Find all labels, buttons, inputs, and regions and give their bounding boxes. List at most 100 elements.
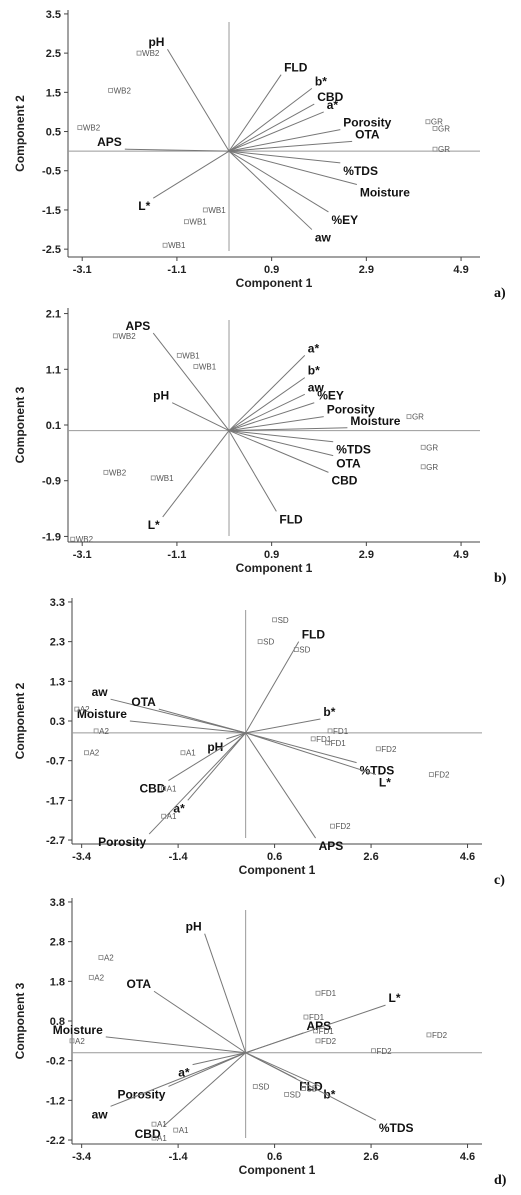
- biplot-panel-c: -3.4 -1.4 0.6 2.6 4.6 3.3 2.3 1.3 0.3 -0.7 -1.7 -2.…: [13, 597, 505, 888]
- y-tick-label: -2.2: [46, 1135, 65, 1147]
- biplot-panel-d: -3.4 -1.4 0.6 2.6 4.6 3.8 2.8 1.8 0.8 -0.2 -1.2 -2.…: [13, 897, 507, 1188]
- y-tick-label: -0.7: [46, 756, 65, 768]
- observation-point: [93, 728, 99, 734]
- vector-label: a*: [327, 98, 339, 112]
- loading-vector: [228, 430, 277, 512]
- observation-point: [193, 364, 199, 369]
- observation-label: GR: [438, 124, 450, 133]
- observation-label: FD1: [316, 735, 332, 744]
- observation-label: WB2: [109, 468, 127, 477]
- loading-vector: [245, 732, 357, 764]
- observation-point: [77, 125, 83, 131]
- y-tick-label: -1.7: [46, 795, 65, 807]
- loading-vector: [162, 430, 230, 518]
- y-tick-label: 2.5: [46, 48, 61, 60]
- vector-label: b*: [323, 705, 335, 719]
- vector-label: aw: [92, 685, 109, 699]
- vector-label: Moisture: [53, 1023, 103, 1037]
- observation-label: SD: [290, 1090, 301, 1099]
- observation-label: WB1: [189, 218, 207, 227]
- observation-point: [173, 1127, 179, 1133]
- y-tick-label: -0.2: [46, 1056, 65, 1068]
- loading-vector: [228, 103, 315, 152]
- observation-point: [103, 469, 109, 475]
- loading-vector: [245, 1052, 377, 1121]
- biplot-panel-b: -3.1 -1.1 0.9 2.9 4.9 2.1 1.1 0.1 -0.9 -1.9 Compon…: [13, 308, 507, 586]
- observation-label: WB1: [182, 351, 200, 360]
- x-axis-title: Component 1: [239, 1163, 316, 1177]
- y-tick-label: -2.5: [42, 244, 61, 256]
- vector-label: %TDS: [379, 1121, 414, 1135]
- observation-point: [426, 1032, 432, 1038]
- observation-point: [74, 706, 80, 712]
- observation-label: WB2: [142, 49, 160, 58]
- vector-label: Moisture: [360, 185, 410, 199]
- vector-label: a*: [178, 1066, 190, 1080]
- observation-label: SD: [299, 646, 310, 655]
- observation-point: [69, 1038, 75, 1044]
- observation-label: FD2: [335, 822, 351, 831]
- observation-point: [151, 1121, 157, 1127]
- observation-point: [375, 746, 381, 752]
- x-axis-title: Component 1: [239, 863, 316, 877]
- observation-label: GR: [412, 413, 424, 422]
- x-tick-label: 0.9: [264, 264, 279, 276]
- observation-point: [425, 119, 431, 125]
- observation-point: [98, 955, 104, 960]
- y-tick-label: 0.5: [46, 127, 61, 139]
- vector-label: L*: [389, 991, 401, 1005]
- y-axis-title: Component 3: [13, 982, 27, 1059]
- observation-label: FD2: [434, 771, 450, 780]
- vector-label: CBD: [135, 1127, 161, 1141]
- vector-label: a*: [173, 801, 185, 815]
- observation-point: [330, 823, 335, 829]
- vector-label: CBD: [139, 782, 165, 796]
- loading-vector: [245, 718, 321, 734]
- vector-label: b*: [308, 364, 320, 378]
- loading-vector: [245, 1032, 304, 1054]
- y-axis-title: Component 3: [13, 386, 27, 463]
- vector-label: aw: [308, 380, 325, 394]
- y-axis-title: Component 2: [13, 682, 27, 759]
- vector-label: FLD: [284, 61, 308, 75]
- observation-point: [162, 242, 168, 248]
- observation-label: FD1: [309, 1013, 325, 1022]
- loading-vector: [187, 732, 247, 801]
- observation-label: WB2: [76, 535, 94, 544]
- vector-label: OTA: [336, 457, 361, 471]
- observation-label: WB1: [168, 241, 186, 250]
- loading-vector: [228, 416, 324, 432]
- observation-label: FD2: [321, 1037, 337, 1046]
- x-tick-label: 2.6: [363, 1151, 378, 1163]
- loading-vector: [228, 140, 353, 152]
- x-tick-label: 0.6: [267, 1151, 282, 1163]
- vector-label: %TDS: [336, 443, 371, 457]
- loading-vector: [167, 48, 230, 152]
- loading-vector: [245, 1052, 321, 1087]
- x-tick-label: -3.1: [73, 264, 92, 276]
- x-tick-label: 4.9: [453, 264, 468, 276]
- vector-label: L*: [148, 518, 160, 532]
- loading-vector: [228, 150, 313, 230]
- observation-point: [272, 617, 277, 623]
- y-tick-label: -0.9: [42, 476, 61, 488]
- loading-vector: [158, 708, 246, 734]
- loading-vector: [245, 732, 317, 839]
- observation-point: [301, 1086, 306, 1091]
- y-tick-label: 0.1: [46, 420, 61, 432]
- vector-label: APS: [126, 319, 151, 333]
- loading-vector: [163, 1052, 246, 1127]
- observation-label: FD2: [432, 1031, 448, 1040]
- vector-label: APS: [319, 839, 344, 853]
- observation-point: [428, 772, 434, 777]
- loading-vector: [171, 402, 230, 432]
- loading-vector: [228, 430, 334, 457]
- x-tick-label: -1.1: [167, 549, 186, 561]
- loading-vector: [228, 393, 305, 432]
- observation-label: A1: [186, 749, 196, 758]
- vector-label: Moisture: [350, 414, 400, 428]
- loading-vector: [152, 332, 230, 431]
- observation-label: A1: [179, 1126, 189, 1135]
- y-tick-label: 0.3: [50, 716, 65, 728]
- observation-label: GR: [426, 443, 438, 452]
